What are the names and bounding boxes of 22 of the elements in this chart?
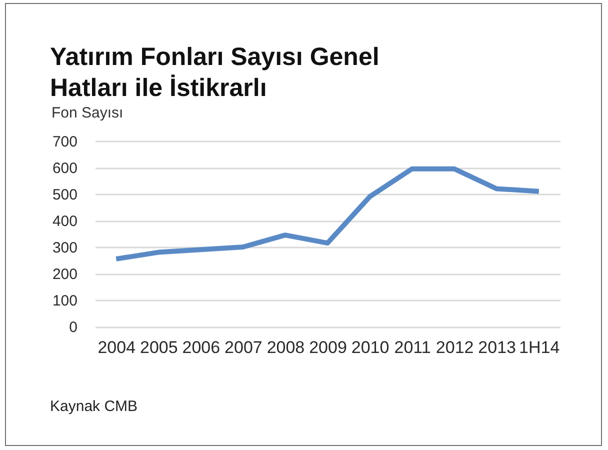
y-tick-label: 500	[52, 186, 78, 204]
text: Kaynak CMB	[50, 398, 138, 415]
y-tick-label: 600	[52, 160, 78, 177]
x-tick-label: 2011	[394, 338, 431, 357]
y-tick-label: 100	[52, 292, 78, 310]
y-tick-label: 300	[52, 240, 78, 256]
x-tick-label: 2008	[266, 338, 305, 357]
x-tick-label: 2013	[478, 338, 516, 357]
y-tick-label: 0	[69, 319, 78, 336]
y-tick-label: 700	[52, 134, 78, 150]
x-tick-label: 2010	[351, 338, 390, 357]
x-tick-label: 1H14	[519, 338, 560, 357]
x-tick-label: 2005	[140, 338, 178, 357]
x-tick-label: 2007	[224, 338, 262, 357]
chart-title: Yatırım Fonları Sayısı Genel Hatları ile İstikrarlı	[50, 43, 380, 102]
x-tick-label: 2009	[309, 338, 347, 357]
x-tick-label: 2006	[182, 338, 220, 357]
x-tick-label: 2004	[98, 338, 136, 357]
y-tick-label: 400	[52, 213, 78, 230]
y-axis-title: Fon Sayısı	[52, 104, 124, 122]
x-tick-label: 2012	[436, 338, 474, 357]
y-tick-label: 200	[52, 266, 78, 283]
